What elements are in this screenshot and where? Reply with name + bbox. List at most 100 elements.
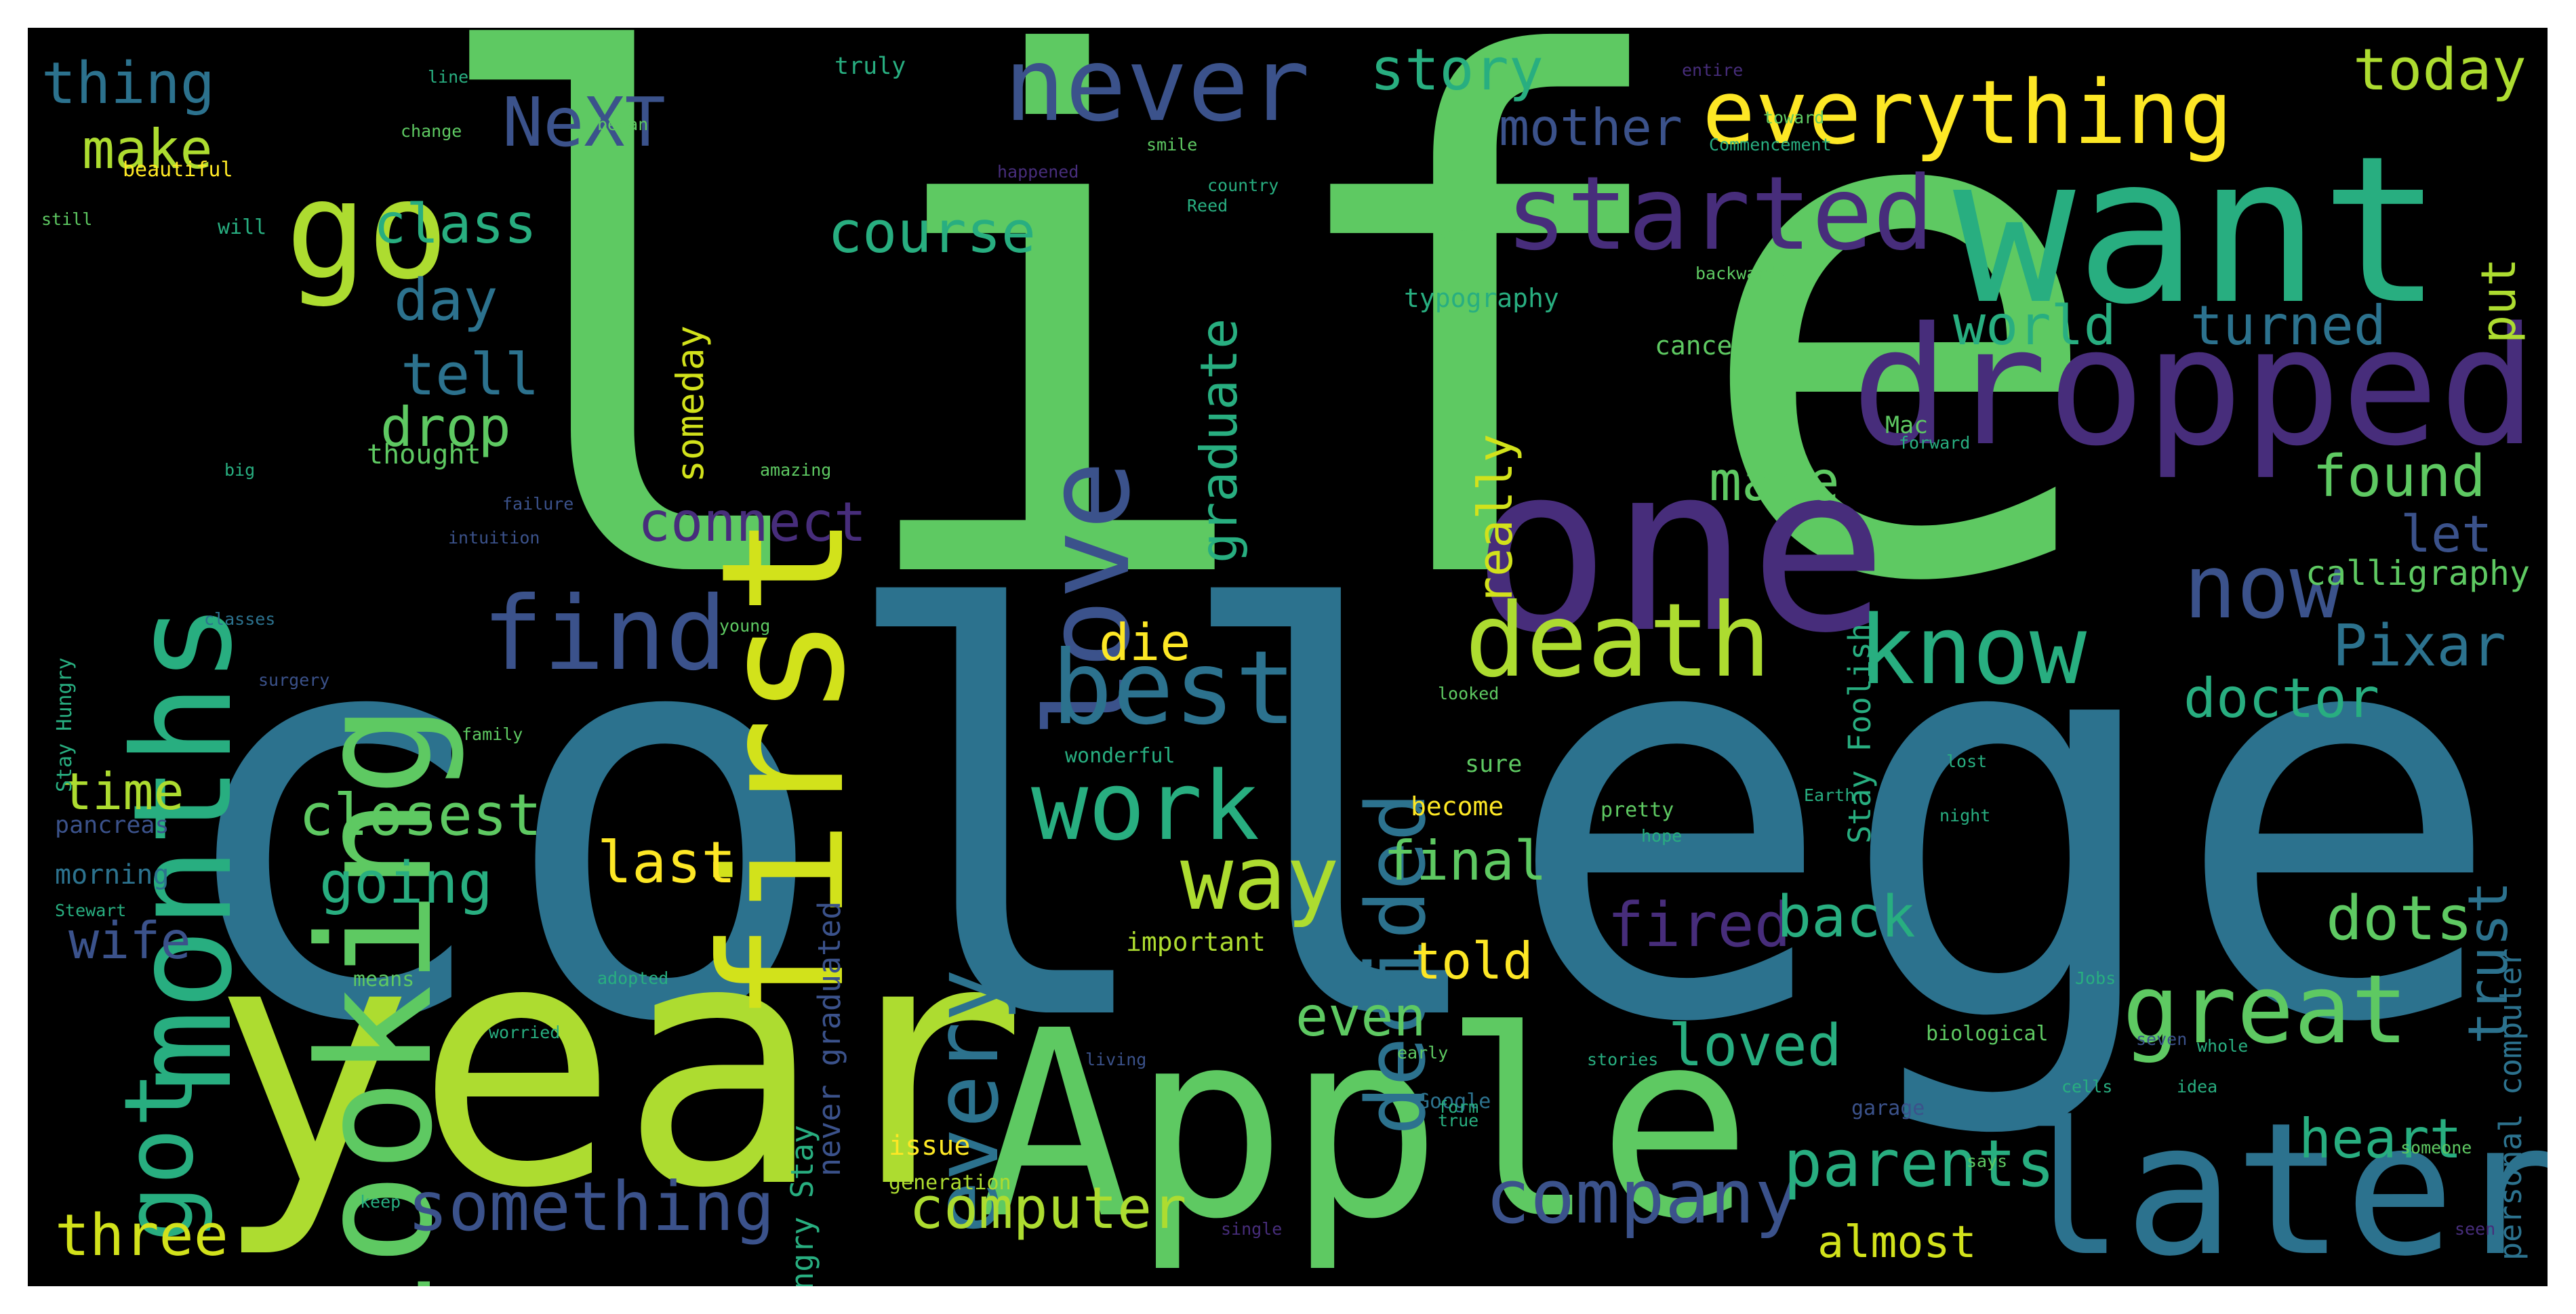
word-told: told	[1411, 931, 1533, 991]
word-next: NeXT	[502, 83, 666, 162]
word-great: great	[2122, 955, 2409, 1065]
word-die: die	[1099, 613, 1191, 672]
word-know: know	[1858, 596, 2087, 706]
word-stay-foolish: Stay Foolish	[1842, 623, 1878, 844]
word-earth: Earth	[1804, 785, 1855, 805]
word-worried: worried	[489, 1023, 561, 1042]
word-mac: Mac	[1885, 412, 1929, 439]
word-year: year	[211, 867, 1028, 1262]
word-parents: parents	[1784, 1127, 2055, 1202]
word-single: single	[1221, 1219, 1283, 1239]
word-reed: Reed	[1187, 196, 1228, 215]
word-cancer: cancer	[1655, 331, 1748, 361]
word-cloud: life college year Apple one want later dropped f…	[28, 28, 2548, 1286]
word-something: something	[407, 1167, 775, 1246]
word-final: final	[1384, 829, 1547, 892]
word-sure: sure	[1465, 751, 1523, 778]
word-hope: hope	[1641, 826, 1683, 846]
word-someone: someone	[2400, 1138, 2472, 1157]
word-life: life	[414, 28, 2112, 736]
word-beautiful: beautiful	[123, 158, 233, 182]
word-keep: keep	[360, 1192, 401, 1212]
word-become: become	[1411, 792, 1504, 821]
word-says: says	[1967, 1151, 2008, 1171]
word-back: back	[1777, 884, 1916, 951]
word-three: three	[55, 1202, 228, 1269]
word-will: will	[218, 215, 267, 239]
word-still: still	[41, 209, 93, 229]
word-stay-hungry: Stay Hungry	[53, 657, 77, 792]
word-dropped: dropped	[1851, 292, 2537, 482]
word-amazing: amazing	[760, 460, 832, 480]
word-happened: happened	[997, 162, 1079, 182]
word-day: day	[394, 267, 498, 334]
word-line: line	[428, 67, 469, 87]
word-commencement: Commencement	[1709, 135, 1832, 155]
word-true: true	[1438, 1111, 1479, 1130]
word-even: even	[1295, 985, 1426, 1048]
word-hungry-stay: Hungry Stay	[784, 1124, 820, 1286]
word-seven: seven	[2136, 1029, 2188, 1049]
word-death: death	[1465, 582, 1771, 700]
word-fired: fired	[1607, 890, 1791, 961]
word-forward: forward	[1899, 433, 1971, 453]
word-personal-computer: personal computer	[2493, 948, 2529, 1260]
word-really: really	[1468, 434, 1523, 605]
word-college: college	[163, 497, 2506, 1144]
word-way: way	[1180, 827, 1340, 930]
word-mother: mother	[1499, 98, 1683, 157]
word-generation: generation	[889, 1171, 1011, 1195]
word-going: going	[319, 850, 493, 917]
word-google: Google	[1417, 1090, 1491, 1113]
word-thought: thought	[367, 439, 481, 470]
word-everything: everything	[1702, 61, 2233, 164]
word-living: living	[1085, 1050, 1147, 1069]
word-heart: heart	[2299, 1107, 2462, 1170]
word-country: country	[1207, 176, 1279, 195]
word-idea: idea	[2177, 1077, 2218, 1096]
word-find: find	[482, 575, 727, 693]
word-go: go	[285, 152, 449, 310]
word-went: went	[1438, 223, 1479, 243]
word-important: important	[1126, 927, 1266, 957]
word-biological: biological	[1926, 1022, 2049, 1046]
word-class: class	[374, 192, 537, 255]
word-morning: morning	[55, 859, 169, 890]
word-pixar: Pixar	[2333, 613, 2506, 680]
word-entire: entire	[1682, 60, 1744, 80]
word-intuition: intuition	[448, 528, 540, 548]
word-story: story	[1370, 37, 1544, 104]
word-today: today	[2353, 37, 2527, 104]
word-someday: someday	[668, 325, 712, 483]
word-garage: garage	[1851, 1096, 1925, 1120]
word-dots: dots	[2326, 883, 2473, 954]
word-pretty: pretty	[1601, 798, 1674, 822]
word-closest: closest	[299, 782, 542, 849]
word-thing: thing	[41, 50, 215, 117]
word-calligraphy: calligraphy	[2306, 554, 2531, 593]
word-apple: Apple	[977, 975, 1752, 1275]
word-computer: computer	[909, 1175, 1187, 1242]
word-typography: typography	[1404, 283, 1559, 313]
word-issue: issue	[889, 1130, 971, 1162]
word-seen: seen	[2455, 1219, 2496, 1239]
word-night: night	[1939, 806, 1991, 825]
word-stewart: Stewart	[55, 901, 127, 920]
word-jobs: Jobs	[2075, 968, 2116, 988]
word-later: later	[2014, 1083, 2548, 1286]
word-looked: looked	[1438, 684, 1500, 703]
word-wonderful: wonderful	[1065, 744, 1175, 768]
word-whole: whole	[2197, 1036, 2249, 1056]
word-lost: lost	[1946, 752, 1988, 771]
word-adopted: adopted	[597, 968, 669, 988]
word-turned: turned	[2190, 294, 2386, 357]
word-cells: cells	[2061, 1077, 2113, 1096]
word-made: made	[1709, 450, 1840, 513]
word-want: want	[1953, 112, 2443, 349]
word-found: found	[2312, 443, 2486, 510]
word-drop: drop	[380, 396, 511, 459]
word-company: company	[1485, 1153, 1800, 1240]
word-failure: failure	[502, 494, 574, 514]
word-graduate: graduate	[1189, 318, 1249, 563]
word-put: put	[2471, 258, 2527, 344]
